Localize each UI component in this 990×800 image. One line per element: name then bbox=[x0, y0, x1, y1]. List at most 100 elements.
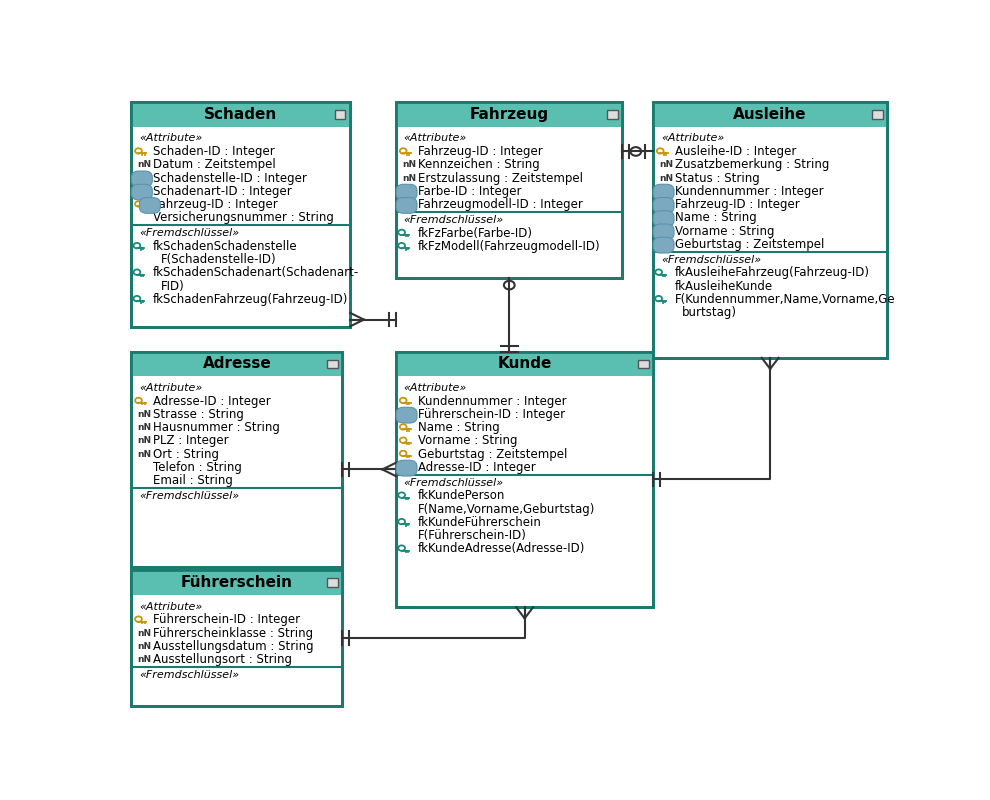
FancyBboxPatch shape bbox=[396, 184, 417, 200]
Text: Führerschein: Führerschein bbox=[181, 575, 293, 590]
Text: fkSchadenFahrzeug(Fahrzeug-ID): fkSchadenFahrzeug(Fahrzeug-ID) bbox=[152, 293, 348, 306]
Bar bbox=[335, 110, 346, 118]
FancyBboxPatch shape bbox=[396, 352, 653, 607]
Text: «Attribute»: «Attribute» bbox=[661, 134, 724, 143]
Circle shape bbox=[404, 410, 409, 414]
FancyBboxPatch shape bbox=[653, 102, 887, 358]
Circle shape bbox=[661, 186, 666, 190]
Circle shape bbox=[661, 239, 666, 243]
Text: F(Führerschein-ID): F(Führerschein-ID) bbox=[418, 529, 527, 542]
Text: fkFzModell(Fahrzeugmodell-ID): fkFzModell(Fahrzeugmodell-ID) bbox=[418, 240, 600, 253]
FancyBboxPatch shape bbox=[396, 460, 417, 476]
Text: Telefon : String: Telefon : String bbox=[152, 461, 242, 474]
Text: «Fremdschlüssel»: «Fremdschlüssel» bbox=[139, 228, 240, 238]
Text: Geburtstag : Zeitstempel: Geburtstag : Zeitstempel bbox=[674, 238, 824, 251]
FancyBboxPatch shape bbox=[132, 352, 343, 376]
Text: «Fremdschlüssel»: «Fremdschlüssel» bbox=[661, 254, 761, 265]
Text: nN: nN bbox=[402, 161, 416, 170]
Text: «Fremdschlüssel»: «Fremdschlüssel» bbox=[139, 670, 240, 680]
Text: Schaden-ID : Integer: Schaden-ID : Integer bbox=[152, 145, 274, 158]
Text: Führerschein-ID : Integer: Führerschein-ID : Integer bbox=[152, 614, 300, 626]
Text: nN: nN bbox=[138, 642, 151, 651]
Bar bbox=[638, 360, 648, 368]
FancyBboxPatch shape bbox=[140, 198, 160, 214]
Circle shape bbox=[661, 200, 666, 204]
Bar bbox=[872, 110, 882, 118]
Text: fkAusleiheKunde: fkAusleiheKunde bbox=[674, 280, 773, 293]
Text: Hausnummer : String: Hausnummer : String bbox=[152, 421, 280, 434]
Text: nN: nN bbox=[659, 174, 673, 182]
Text: Name : String: Name : String bbox=[418, 421, 499, 434]
FancyBboxPatch shape bbox=[396, 102, 623, 127]
Text: fkAusleiheFahrzeug(Fahrzeug-ID): fkAusleiheFahrzeug(Fahrzeug-ID) bbox=[674, 266, 869, 279]
Text: fkKundeFührerschein: fkKundeFührerschein bbox=[418, 516, 542, 529]
Circle shape bbox=[404, 462, 409, 466]
Text: «Attribute»: «Attribute» bbox=[139, 134, 202, 143]
Text: Führerschein-ID : Integer: Führerschein-ID : Integer bbox=[418, 408, 564, 421]
Text: Farbe-ID : Integer: Farbe-ID : Integer bbox=[418, 185, 521, 198]
Text: Email : String: Email : String bbox=[152, 474, 233, 487]
Text: FID): FID) bbox=[160, 280, 184, 293]
Text: Strasse : String: Strasse : String bbox=[152, 408, 244, 421]
Text: Fahrzeug-ID : Integer: Fahrzeug-ID : Integer bbox=[418, 145, 543, 158]
Text: Ort : String: Ort : String bbox=[152, 448, 219, 461]
Text: Kundennummer : Integer: Kundennummer : Integer bbox=[674, 185, 824, 198]
Circle shape bbox=[661, 226, 666, 230]
Text: «Attribute»: «Attribute» bbox=[404, 383, 467, 393]
FancyBboxPatch shape bbox=[396, 198, 417, 214]
Text: burtstag): burtstag) bbox=[682, 306, 738, 319]
Text: nN: nN bbox=[659, 161, 673, 170]
Text: Zusatzbemerkung : String: Zusatzbemerkung : String bbox=[674, 158, 829, 171]
FancyBboxPatch shape bbox=[653, 198, 674, 214]
Text: Schaden: Schaden bbox=[204, 107, 277, 122]
FancyBboxPatch shape bbox=[653, 224, 674, 240]
Text: Adresse-ID : Integer: Adresse-ID : Integer bbox=[152, 394, 270, 408]
Text: Vorname : String: Vorname : String bbox=[674, 225, 774, 238]
Text: «Attribute»: «Attribute» bbox=[404, 134, 467, 143]
Text: Führerscheinklasse : String: Führerscheinklasse : String bbox=[152, 626, 313, 639]
FancyBboxPatch shape bbox=[653, 210, 674, 226]
FancyBboxPatch shape bbox=[396, 102, 623, 278]
Text: nN: nN bbox=[402, 174, 416, 182]
Text: Fahrzeug-ID : Integer: Fahrzeug-ID : Integer bbox=[674, 198, 799, 211]
Text: fkSchadenSchadenstelle: fkSchadenSchadenstelle bbox=[152, 240, 298, 253]
FancyBboxPatch shape bbox=[132, 171, 152, 186]
Text: PLZ : Integer: PLZ : Integer bbox=[152, 434, 229, 447]
Text: nN: nN bbox=[138, 436, 151, 446]
Text: Fahrzeugmodell-ID : Integer: Fahrzeugmodell-ID : Integer bbox=[418, 198, 582, 211]
Text: Geburtstag : Zeitstempel: Geburtstag : Zeitstempel bbox=[418, 448, 567, 461]
Text: «Attribute»: «Attribute» bbox=[139, 602, 202, 612]
Text: nN: nN bbox=[138, 161, 151, 170]
Circle shape bbox=[404, 200, 409, 204]
Text: Kunde: Kunde bbox=[497, 357, 551, 371]
Circle shape bbox=[140, 186, 145, 190]
Text: «Fremdschlüssel»: «Fremdschlüssel» bbox=[404, 478, 504, 488]
Text: F(Name,Vorname,Geburtstag): F(Name,Vorname,Geburtstag) bbox=[418, 502, 595, 516]
Text: Kennzeichen : String: Kennzeichen : String bbox=[418, 158, 540, 171]
Text: «Attribute»: «Attribute» bbox=[139, 383, 202, 393]
Text: Versicherungsnummer : String: Versicherungsnummer : String bbox=[152, 211, 334, 225]
Text: F(Kundennummer,Name,Vorname,Ge: F(Kundennummer,Name,Vorname,Ge bbox=[674, 293, 895, 306]
Text: nN: nN bbox=[138, 410, 151, 419]
Text: nN: nN bbox=[138, 450, 151, 458]
Text: Erstzulassung : Zeitstempel: Erstzulassung : Zeitstempel bbox=[418, 172, 582, 185]
Text: «Fremdschlüssel»: «Fremdschlüssel» bbox=[404, 215, 504, 225]
Text: «Fremdschlüssel»: «Fremdschlüssel» bbox=[139, 491, 240, 501]
Text: fkKundePerson: fkKundePerson bbox=[418, 490, 505, 502]
Text: fkSchadenSchadenart(Schadenart-: fkSchadenSchadenart(Schadenart- bbox=[152, 266, 359, 279]
FancyBboxPatch shape bbox=[132, 184, 152, 200]
Text: nN: nN bbox=[138, 629, 151, 638]
FancyBboxPatch shape bbox=[132, 352, 343, 567]
Text: Ausleihe-ID : Integer: Ausleihe-ID : Integer bbox=[674, 145, 796, 158]
Text: Vorname : String: Vorname : String bbox=[418, 434, 517, 447]
Circle shape bbox=[140, 173, 145, 178]
Text: fkFzFarbe(Farbe-ID): fkFzFarbe(Farbe-ID) bbox=[418, 226, 533, 240]
FancyBboxPatch shape bbox=[396, 407, 417, 423]
Text: Datum : Zeitstempel: Datum : Zeitstempel bbox=[152, 158, 275, 171]
Text: Schadenstelle-ID : Integer: Schadenstelle-ID : Integer bbox=[152, 172, 307, 185]
FancyBboxPatch shape bbox=[653, 184, 674, 200]
Text: Fahrzeug: Fahrzeug bbox=[469, 107, 548, 122]
Text: Ausleihe: Ausleihe bbox=[734, 107, 807, 122]
FancyBboxPatch shape bbox=[653, 238, 674, 253]
Text: Adresse-ID : Integer: Adresse-ID : Integer bbox=[418, 461, 536, 474]
